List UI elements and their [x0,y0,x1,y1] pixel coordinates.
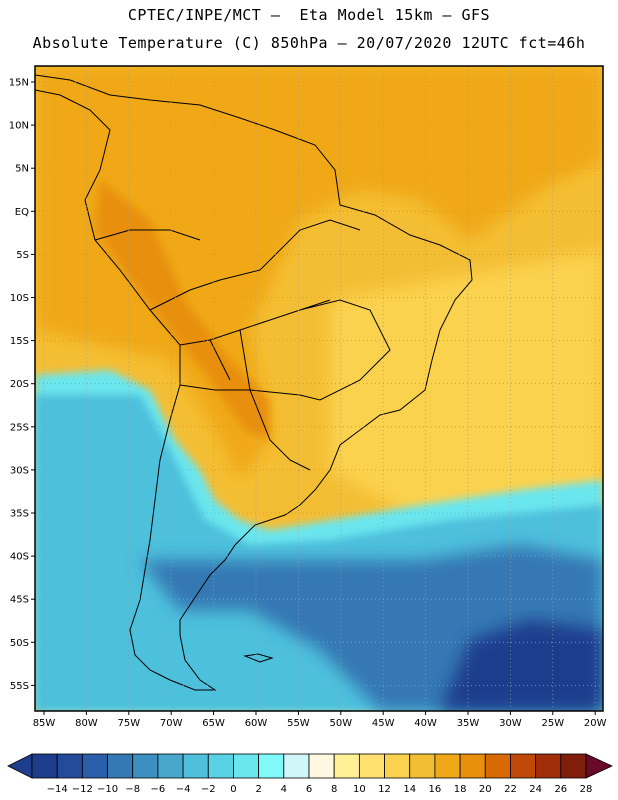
colorbar-swatch [31,753,58,779]
lat-label: 55S [10,681,29,692]
colorbar-label: 0 [230,784,236,795]
colorbar-label: 18 [454,784,467,795]
colorbar-swatch [560,753,587,779]
lat-label: 15N [9,78,29,89]
deep-cold-region [440,620,603,711]
map-title: CPTEC/INPE/MCT – Eta Model 15km – GFS [127,6,491,24]
colorbar-label: −8 [125,784,140,795]
colorbar-swatch [535,753,562,779]
lon-label: 85W [33,718,56,729]
warm-light-region [330,250,603,520]
colorbar-swatch [358,753,385,779]
colorbar-swatch [182,753,209,779]
colorbar-label: 26 [554,784,567,795]
lon-label: 40W [414,718,437,729]
colorbar-label: 24 [529,784,542,795]
colorbar-swatch [484,753,511,779]
lon-label: 30W [499,718,522,729]
lat-label: 10N [9,121,29,132]
south-america-coastline [35,74,473,691]
lon-label: 80W [75,718,98,729]
coastlines [35,74,473,691]
colorbar-label: 8 [331,784,337,795]
colorbar-swatch [434,753,461,779]
colorbar-swatch [459,753,486,779]
longitude-axis: 85W 80W 75W 70W 65W 60W 55W 50W 45W 40W 35W 30W 25W 2… [33,711,607,729]
colorbar-label: −12 [72,784,93,795]
lat-label: 40S [10,552,29,563]
colorbar-swatch [132,753,159,779]
lat-label: 15S [10,336,29,347]
temperature-field [35,66,603,711]
colorbar-swatch [283,753,310,779]
hot-region [35,66,603,480]
lat-label: 10S [10,293,29,304]
lon-label: 45W [372,718,395,729]
lat-label: 30S [10,465,29,476]
lon-label: 35W [457,718,480,729]
colorbar-max-arrow [585,753,613,779]
colorbar-swatch [308,753,335,779]
colorbar-swatch [56,753,83,779]
colorbar-label: 14 [403,784,416,795]
lat-label: 5N [15,164,29,175]
colorbar-swatch [207,753,234,779]
colorbar-labels: −14 −12 −10 −8 −6 −4 −2 0 2 4 6 8 10 12 14 16 18 20 22 24 26… [47,784,593,795]
colorbar-swatch [258,753,285,779]
lon-label: 25W [541,718,564,729]
colorbar-swatch [233,753,260,779]
colorbar-label: 12 [378,784,391,795]
lon-label: 50W [329,718,352,729]
colorbar [7,753,613,779]
map-frame [34,65,604,712]
colorbar-swatch [409,753,436,779]
hotter-region [95,180,270,440]
colorbar-label: 2 [255,784,261,795]
colorbar-label: −14 [47,784,68,795]
colorbar-label: 10 [353,784,366,795]
lon-label: 70W [160,718,183,729]
lon-label: 65W [202,718,225,729]
colorbar-label: 20 [479,784,492,795]
lat-label: 20S [10,379,29,390]
lat-label: EQ [15,207,29,218]
latitude-axis: 15N 10N 5N EQ 5S 10S 15S 20S 25S 30S 35S 40S 45S 50S 5… [9,78,35,692]
colorbar-label: −4 [176,784,191,795]
colorbar-swatch [107,753,134,779]
colorbar-swatch [384,753,411,779]
map-subtitle: Absolute Temperature (C) 850hPa – 20/07/… [32,34,586,52]
colorbar-label: 28 [580,784,593,795]
lat-label: 50S [10,638,29,649]
colorbar-swatch [157,753,184,779]
lon-label: 20W [584,718,607,729]
colorbar-label: 22 [504,784,517,795]
colorbar-min-arrow [7,753,33,779]
colorbar-label: −6 [151,784,166,795]
colorbar-swatch [333,753,360,779]
falkland-islands [243,653,274,663]
colorbar-swatch [81,753,108,779]
lat-label: 45S [10,595,29,606]
colorbar-label: 16 [429,784,442,795]
lat-label: 35S [10,509,29,520]
lon-label: 75W [117,718,140,729]
colorbar-swatch [510,753,537,779]
colorbar-label: −10 [97,784,118,795]
lat-label: 25S [10,422,29,433]
gridlines [35,66,603,711]
lat-label: 5S [16,250,29,261]
colorbar-label: 6 [306,784,312,795]
colorbar-label: −2 [201,784,216,795]
lon-label: 60W [245,718,268,729]
colorbar-label: 4 [281,784,287,795]
lon-label: 55W [287,718,310,729]
country-borders [94,219,391,471]
